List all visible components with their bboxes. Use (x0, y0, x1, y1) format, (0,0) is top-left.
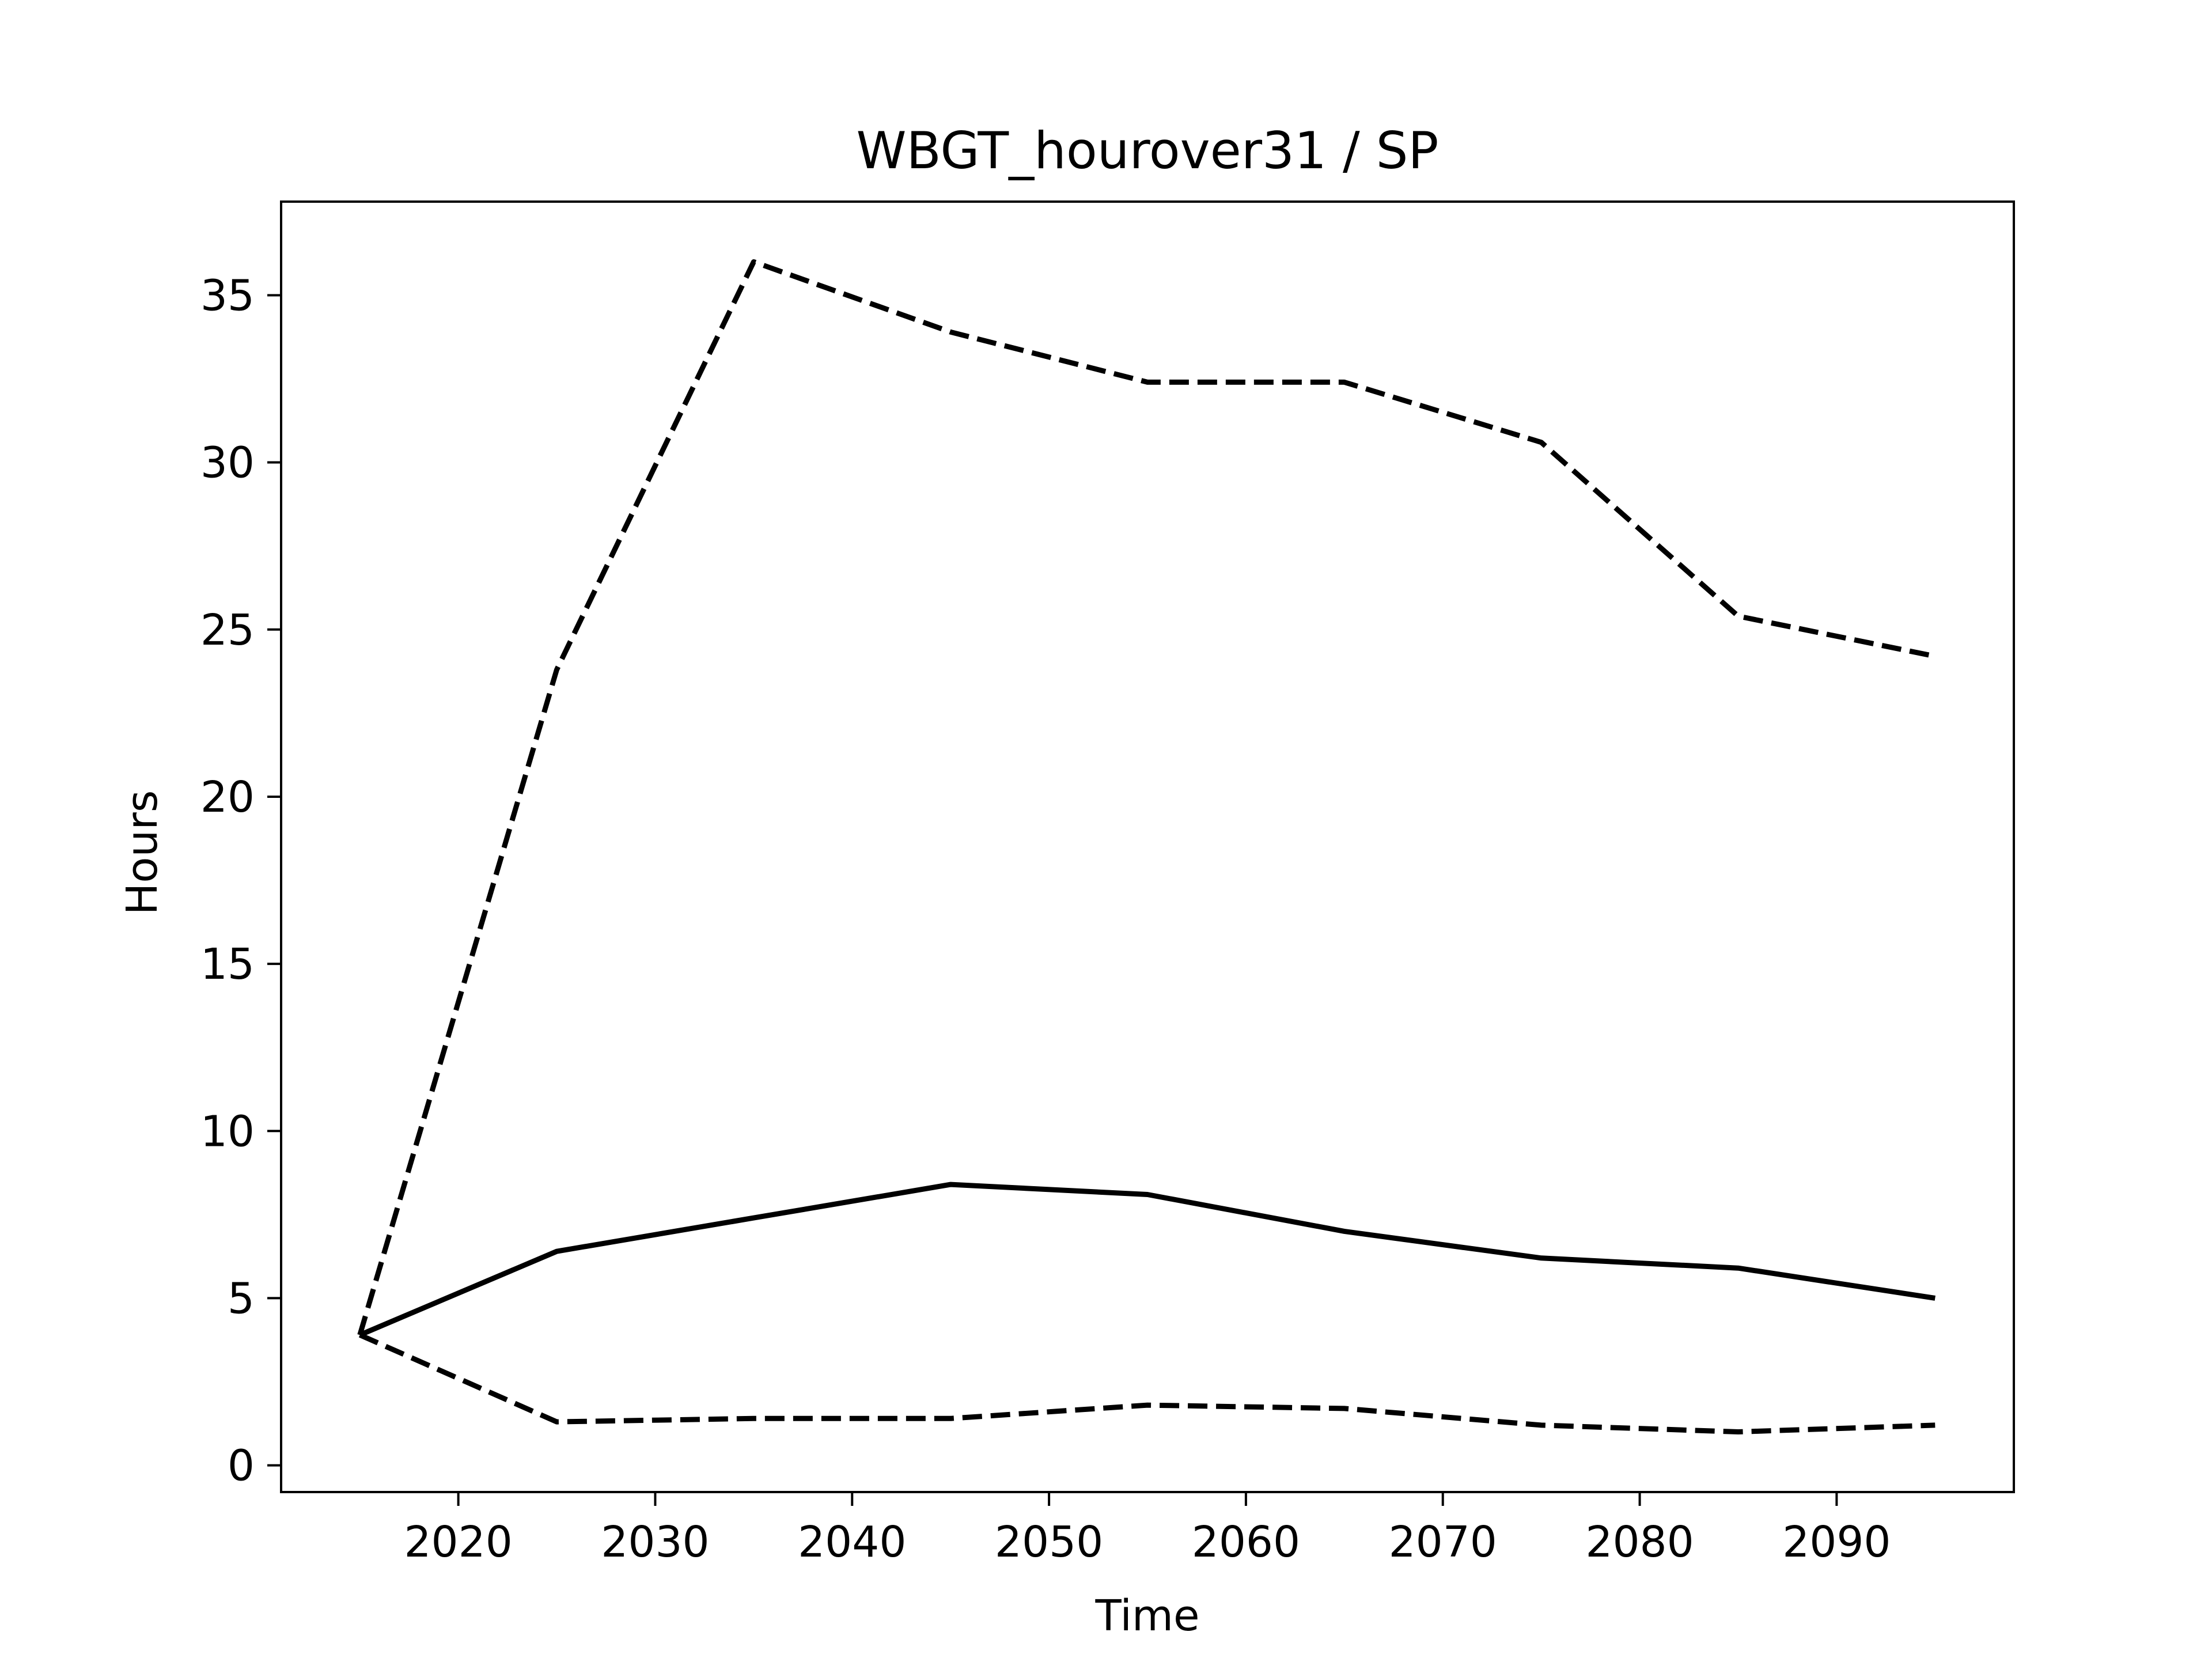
x-tick-label: 2040 (798, 1517, 906, 1567)
y-tick-label: 15 (200, 940, 255, 989)
x-tick-label: 2060 (1192, 1517, 1300, 1567)
median-line (358, 1182, 1936, 1338)
upper-bound-line (357, 259, 1936, 1336)
y-tick-label: 25 (200, 605, 255, 655)
x-tick-label: 2070 (1389, 1517, 1497, 1567)
lower-bound-line (358, 1332, 1936, 1434)
x-tick-label: 2080 (1585, 1517, 1694, 1567)
y-axis-label: Hours (118, 790, 167, 915)
y-tick-label: 5 (228, 1274, 255, 1323)
ticks-layer: 2020 2030 2040 2050 2060 2070 2080 209005101520… (200, 271, 1891, 1567)
plot-frame (280, 200, 2015, 1493)
x-axis-label: Time (1094, 1591, 1199, 1641)
chart-title: WBGT_hourover31 / SP (856, 121, 1438, 180)
x-tick-label: 2090 (1782, 1517, 1891, 1567)
y-tick-label: 10 (200, 1107, 255, 1156)
y-tick-label: 30 (200, 438, 255, 488)
y-tick-label: 20 (200, 773, 255, 822)
series-layer (357, 259, 1936, 1434)
y-tick-label: 35 (200, 271, 255, 320)
x-tick-label: 2030 (601, 1517, 709, 1567)
x-tick-label: 2050 (995, 1517, 1103, 1567)
x-tick-label: 2020 (404, 1517, 512, 1567)
y-tick-label: 0 (228, 1441, 255, 1491)
